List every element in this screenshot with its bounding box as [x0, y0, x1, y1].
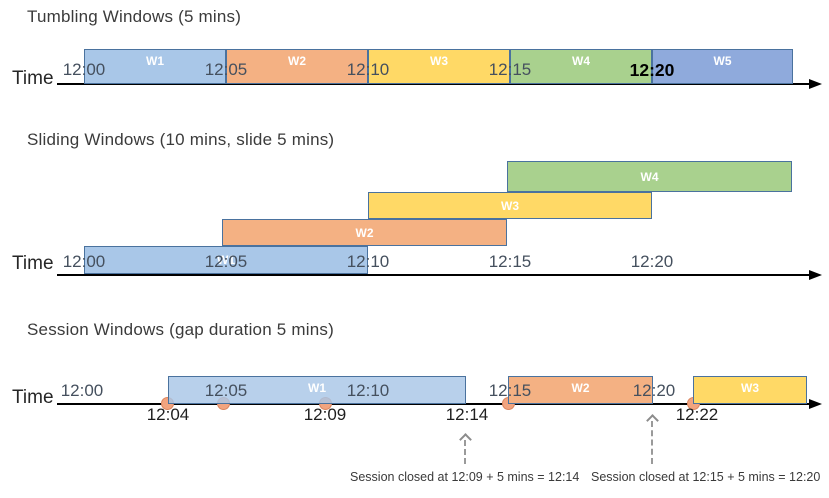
window-label-w2: W2: [288, 54, 306, 68]
session-axis-arrowhead-icon: [809, 399, 822, 409]
window-label-w5: W5: [713, 54, 732, 68]
section-title-sliding: Sliding Windows (10 mins, slide 5 mins): [27, 130, 335, 149]
session-tick-1220: 12:20: [632, 381, 676, 400]
session-annotation-2: Session closed at 12:15 + 5 mins = 12:20: [591, 470, 821, 484]
session-window-w3: W3: [693, 376, 807, 404]
arrow-up-icon: [645, 414, 659, 427]
time-axis-label-tumbling: Time: [12, 68, 54, 89]
tumbling-window-w1: W1: [84, 49, 226, 84]
tumbling-window-w5: W5: [652, 49, 793, 84]
sliding-axis-arrowhead-icon: [809, 270, 822, 280]
time-axis-label-sliding: Time: [12, 253, 54, 274]
annotation-arrow-1: [458, 433, 472, 464]
tumbling-tick-1215: 12:15: [488, 60, 532, 79]
window-label-w1: W1: [308, 381, 326, 395]
sliding-window-w1: W1: [84, 246, 368, 274]
arrow-dashed-stem: [651, 421, 653, 464]
tumbling-window-w4: W4: [510, 49, 652, 84]
session-tick-1205: 12:05: [204, 381, 248, 400]
window-label-w3: W3: [501, 198, 519, 213]
time-axis-label-session: Time: [12, 387, 54, 408]
arrow-dashed-stem: [464, 440, 466, 464]
session-window-w1: W1: [168, 376, 466, 404]
tumbling-window-w2: W2: [226, 49, 368, 84]
window-label-w1: W1: [146, 54, 164, 68]
session-annotation-1: Session closed at 12:09 + 5 mins = 12:14: [350, 470, 580, 484]
tumbling-tick-1200: 12:00: [62, 60, 106, 79]
window-label-w3: W3: [741, 381, 759, 395]
sliding-tick-1215: 12:15: [488, 252, 532, 271]
section-title-session: Session Windows (gap duration 5 mins): [27, 320, 334, 339]
window-label-w4: W4: [572, 54, 590, 68]
sliding-tick-1210: 12:10: [346, 252, 390, 271]
tumbling-axis-line: [57, 83, 810, 85]
event-time-1222: 12:22: [675, 405, 719, 424]
session-tick-1200: 12:00: [60, 381, 104, 400]
sliding-tick-1200: 12:00: [62, 252, 106, 271]
tumbling-tick-1220: 12:20: [629, 60, 675, 80]
event-time-1214: 12:14: [445, 405, 489, 424]
arrow-up-icon: [458, 433, 472, 446]
session-tick-1210: 12:10: [346, 381, 390, 400]
session-tick-1215: 12:15: [488, 381, 532, 400]
session-window-w2: W2: [508, 376, 653, 404]
annotation-arrow-2: [645, 414, 659, 464]
window-label-w2: W2: [571, 381, 590, 395]
sliding-window-w3: W3: [368, 192, 652, 219]
window-label-w3: W3: [430, 54, 448, 68]
tumbling-axis-arrowhead-icon: [809, 79, 822, 89]
window-label-w4: W4: [640, 169, 659, 184]
session-axis-line: [57, 403, 810, 405]
sliding-axis-line: [57, 274, 810, 276]
window-label-w1: W1: [217, 253, 235, 267]
window-label-w2: W2: [355, 225, 374, 240]
tumbling-tick-1205: 12:05: [204, 60, 248, 79]
section-title-tumbling: Tumbling Windows (5 mins): [27, 7, 242, 26]
sliding-window-w4: W4: [507, 161, 792, 192]
event-time-1204: 12:04: [146, 405, 190, 424]
sliding-tick-1220: 12:20: [630, 252, 674, 271]
tumbling-window-w3: W3: [368, 49, 510, 84]
sliding-window-w2: W2: [222, 219, 507, 246]
tumbling-tick-1210: 12:10: [346, 60, 390, 79]
event-time-1209: 12:09: [303, 405, 347, 424]
sliding-tick-1205: 12:05: [204, 252, 248, 271]
